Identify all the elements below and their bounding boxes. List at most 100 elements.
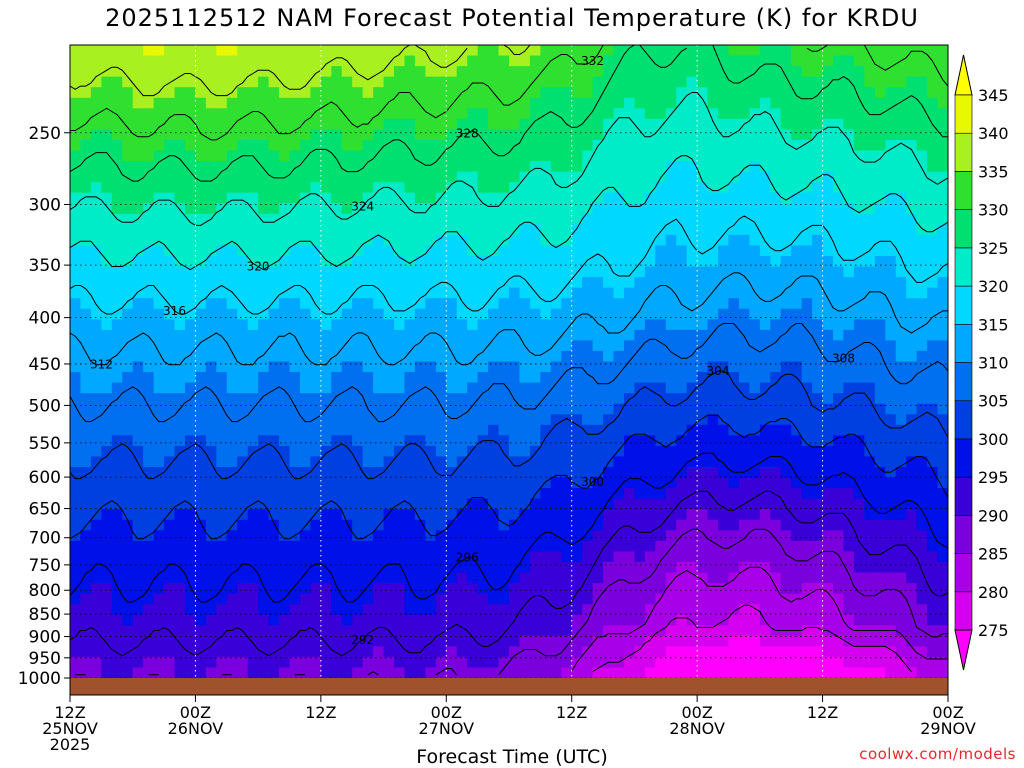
field-cell [697, 329, 709, 341]
field-cell [279, 224, 291, 236]
field-cell [299, 45, 311, 57]
field-cell [70, 234, 82, 247]
field-cell [707, 245, 719, 257]
field-cell [425, 540, 437, 552]
field-cell [561, 245, 573, 257]
field-cell [477, 150, 489, 162]
field-cell [519, 625, 531, 637]
field-cell [874, 635, 886, 647]
field-cell [435, 625, 447, 637]
field-cell [279, 467, 291, 479]
field-cell [132, 414, 144, 426]
field-cell [885, 561, 897, 574]
field-cell [697, 87, 709, 99]
field-cell [299, 614, 311, 626]
field-cell [467, 477, 479, 489]
field-cell [550, 614, 562, 626]
field-cell [488, 118, 500, 130]
field-cell [582, 234, 594, 247]
field-cell [916, 445, 928, 458]
field-cell [310, 256, 322, 268]
field-cell [216, 467, 228, 479]
field-cell [488, 256, 500, 268]
field-cell [456, 213, 468, 225]
field-cell [843, 477, 855, 489]
field-cell [331, 55, 343, 67]
field-cell [655, 234, 667, 247]
field-cell [613, 382, 625, 394]
field-cell [341, 583, 353, 595]
field-cell [550, 403, 562, 415]
field-cell [571, 625, 583, 637]
field-cell [529, 519, 541, 531]
field-cell [446, 424, 458, 436]
field-cell [728, 277, 740, 289]
field-cell [289, 646, 301, 658]
field-cell [833, 424, 845, 436]
field-cell [655, 403, 667, 415]
field-cell [111, 646, 123, 658]
field-cell [843, 414, 855, 426]
field-cell [927, 667, 939, 678]
field-cell [488, 583, 500, 595]
field-cell [143, 129, 155, 141]
field-cell [550, 414, 562, 426]
field-cell [801, 139, 813, 152]
field-cell [791, 572, 803, 584]
field-cell [509, 540, 521, 552]
field-cell [299, 456, 311, 468]
field-cell [801, 97, 813, 109]
field-cell [613, 414, 625, 426]
field-cell [299, 118, 311, 130]
field-cell [446, 192, 458, 204]
field-cell [467, 488, 479, 500]
field-cell [425, 150, 437, 162]
field-cell [216, 129, 228, 141]
field-cell [697, 139, 709, 152]
field-cell [362, 203, 374, 215]
field-cell [226, 635, 238, 647]
field-cell [676, 55, 688, 67]
field-cell [394, 298, 406, 310]
field-cell [738, 382, 750, 394]
field-cell [634, 97, 646, 109]
field-cell [247, 182, 259, 194]
field-cell [414, 572, 426, 584]
field-cell [676, 129, 688, 141]
field-cell [310, 646, 322, 658]
field-cell [477, 635, 489, 647]
field-cell [874, 382, 886, 394]
field-cell [686, 424, 698, 436]
field-cell [655, 656, 667, 669]
field-cell [885, 234, 897, 247]
field-cell [394, 656, 406, 669]
field-cell [509, 593, 521, 605]
field-cell [299, 192, 311, 204]
field-cell [728, 350, 740, 363]
field-cell [738, 456, 750, 468]
field-cell [676, 561, 688, 574]
field-cell [477, 245, 489, 257]
field-cell [707, 171, 719, 183]
field-cell [237, 203, 249, 215]
field-cell [718, 108, 730, 120]
field-cell [425, 424, 437, 436]
field-cell [299, 530, 311, 542]
field-cell [153, 329, 165, 341]
field-cell [550, 456, 562, 468]
field-cell [550, 350, 562, 363]
field-cell [425, 66, 437, 78]
field-cell [184, 583, 197, 595]
field-cell [937, 55, 948, 67]
field-cell [770, 350, 782, 363]
field-cell [801, 361, 813, 373]
field-cell [728, 424, 740, 436]
field-cell [801, 329, 813, 341]
field-cell [341, 382, 353, 394]
field-cell [477, 234, 489, 247]
field-cell [623, 308, 636, 320]
field-cell [927, 372, 939, 384]
field-cell [937, 150, 948, 162]
field-cell [435, 97, 447, 109]
field-cell [916, 203, 928, 215]
